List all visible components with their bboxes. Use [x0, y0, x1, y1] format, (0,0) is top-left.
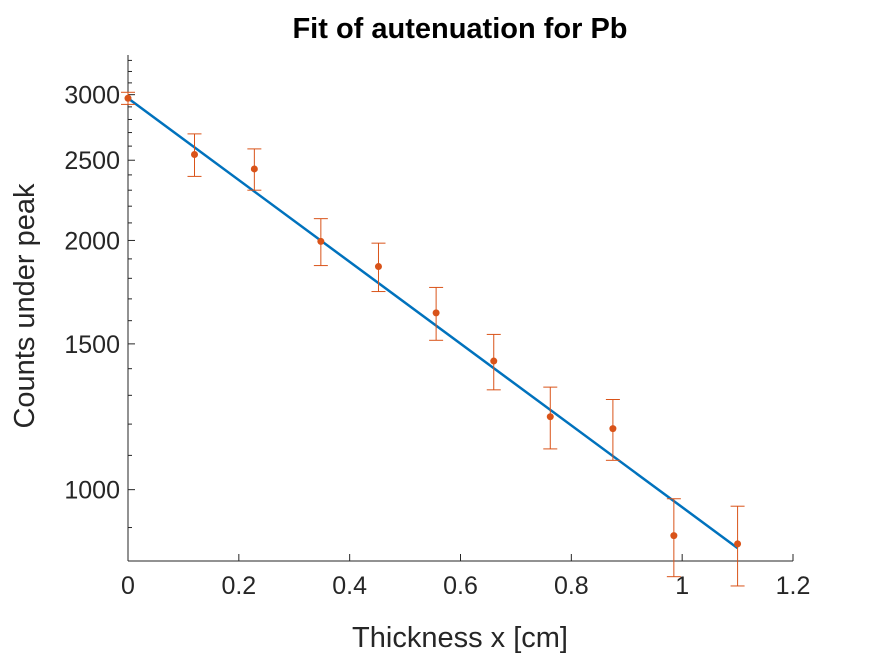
y-tick-label: 2500	[64, 147, 120, 175]
x-tick-label: 0.6	[443, 572, 478, 600]
y-tick-label: 3000	[64, 82, 120, 110]
data-point	[432, 309, 440, 317]
data-point	[317, 237, 325, 245]
y-tick-label: 2000	[64, 227, 120, 255]
data-point	[609, 425, 617, 433]
chart-title: Fit of autenuation for Pb	[292, 13, 627, 45]
data-point	[670, 532, 678, 540]
data-point	[250, 165, 258, 173]
data-point	[124, 94, 132, 102]
data-point	[490, 357, 498, 365]
data-point	[191, 151, 198, 159]
data-point	[546, 413, 554, 421]
y-tick-label: 1000	[64, 477, 120, 505]
fit-line	[127, 97, 739, 550]
data-point	[374, 263, 382, 271]
x-tick-label: 0.4	[332, 572, 367, 600]
plot-area	[121, 91, 745, 587]
x-axis-label: Thickness x [cm]	[352, 622, 568, 654]
axes: 0 0.2 0.4 0.6 0.8 1 1.2 1000 1500 2000 2500 3000	[64, 55, 810, 600]
x-tick-label: 1.2	[776, 572, 811, 600]
x-tick-label: 0.2	[221, 572, 256, 600]
y-axis-label: Counts under peak	[9, 183, 41, 429]
x-tick-label: 0	[121, 572, 135, 600]
y-tick-label: 1500	[64, 331, 120, 359]
x-tick-label: 1	[675, 572, 689, 600]
data-point	[734, 540, 742, 548]
x-tick-label: 0.8	[554, 572, 589, 600]
